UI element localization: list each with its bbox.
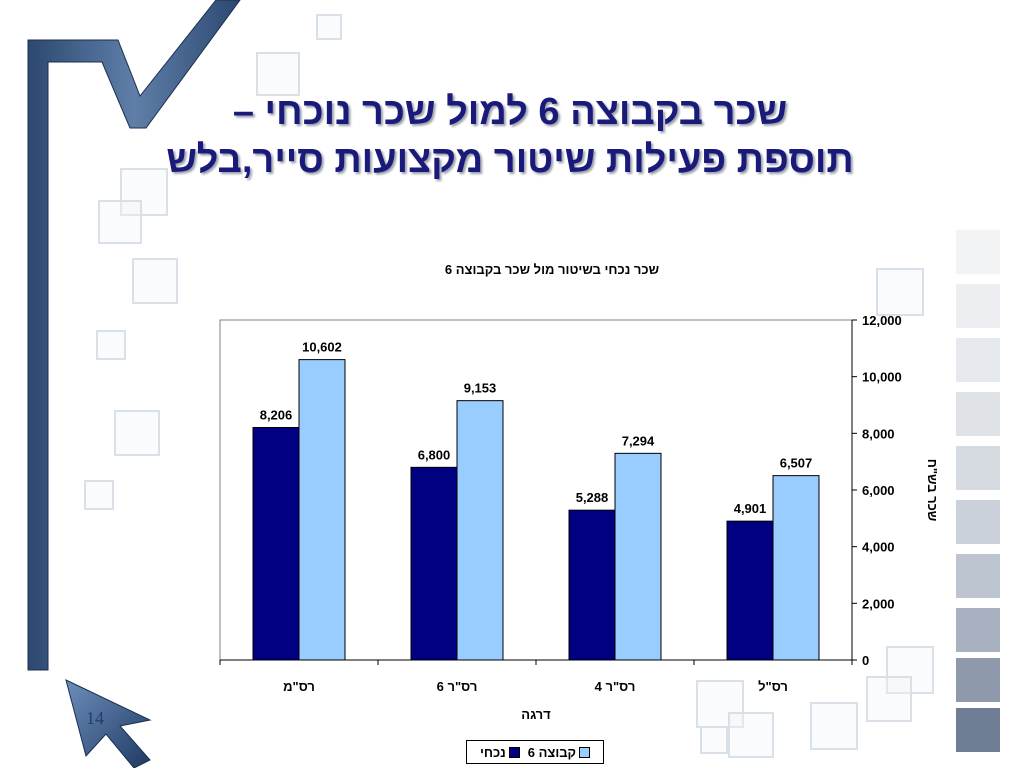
x-tick-label: רס"מ xyxy=(283,679,315,694)
y-tick-label: 4,000 xyxy=(862,540,895,555)
background-square xyxy=(876,268,924,316)
y-tick-label: 0 xyxy=(862,653,869,668)
y-tick-label: 6,000 xyxy=(862,483,895,498)
side-tile xyxy=(956,608,1000,652)
x-tick-label: רס"ר 4 xyxy=(595,679,636,694)
data-label: 5,288 xyxy=(576,490,609,505)
data-label: 4,901 xyxy=(734,501,767,516)
checkmark-frame-shape xyxy=(27,0,241,671)
side-tile xyxy=(956,284,1000,328)
background-square xyxy=(96,330,126,360)
legend-swatch-current xyxy=(508,746,520,758)
bar-current xyxy=(410,466,458,661)
background-square xyxy=(866,676,912,722)
slide-title-line-2: תוספת פעילות שיטור מקצועות סייר,בלש xyxy=(166,139,854,181)
bar-group6 xyxy=(772,475,820,661)
y-tick-label: 2,000 xyxy=(862,596,895,611)
background-square xyxy=(114,410,160,456)
data-label: 6,800 xyxy=(418,447,451,462)
y-tick-label: 10,000 xyxy=(862,370,902,385)
y-tick-label: 8,000 xyxy=(862,426,895,441)
side-tile xyxy=(956,230,1000,274)
side-tile xyxy=(956,500,1000,544)
background-square xyxy=(132,258,178,304)
slide-title-line-1: שכר בקבוצה 6 למול שכר נוכחי – xyxy=(232,91,788,133)
side-tile xyxy=(956,658,1000,702)
data-label: 6,507 xyxy=(780,456,813,471)
background-square xyxy=(256,52,300,96)
data-label: 10,602 xyxy=(302,340,342,355)
side-tile xyxy=(956,392,1000,436)
x-tick-label: רס"ר 6 xyxy=(437,679,478,694)
x-axis-title: דרגה xyxy=(521,707,551,722)
background-square xyxy=(316,14,342,40)
x-tick-label: רס"ל xyxy=(758,679,788,694)
y-tick-label: 12,000 xyxy=(862,313,902,328)
y-axis-title: שכר בש"ח xyxy=(925,459,940,522)
legend-label-current: נכחי xyxy=(479,744,506,760)
background-square xyxy=(700,726,728,754)
side-tile xyxy=(956,338,1000,382)
arrow-cursor-shape xyxy=(65,679,152,768)
background-square xyxy=(98,200,142,244)
bar-current xyxy=(726,520,774,661)
legend-label-group6: קבוצה 6 xyxy=(527,744,577,760)
legend-item-group6: קבוצה 6 xyxy=(527,744,591,760)
data-label: 9,153 xyxy=(464,381,497,396)
side-tile xyxy=(956,554,1000,598)
bar-current xyxy=(568,509,616,661)
legend-item-current: נכחי xyxy=(480,745,520,760)
legend-swatch-group6 xyxy=(579,746,591,758)
slide-title: שכר בקבוצה 6 למול שכר נוכחי – תוספת פעיל… xyxy=(140,88,880,184)
data-label: 8,206 xyxy=(260,407,293,422)
side-tile xyxy=(956,708,1000,752)
data-label: 7,294 xyxy=(622,433,655,448)
background-square xyxy=(120,168,168,216)
page-number: 14 xyxy=(86,708,104,728)
chart-title: שכר נכחי בשיטור מול שכר בקבוצה 6 xyxy=(445,262,659,277)
background-square xyxy=(84,480,114,510)
bar-group6 xyxy=(456,400,504,661)
background-square xyxy=(886,646,934,694)
background-square xyxy=(728,712,774,758)
bar-group6 xyxy=(614,452,662,661)
chart-legend: נכחי קבוצה 6 xyxy=(466,740,604,764)
bar-current xyxy=(252,426,300,661)
bar-group6 xyxy=(298,359,346,661)
background-square xyxy=(810,702,858,750)
background-square xyxy=(696,680,744,728)
side-tile xyxy=(956,446,1000,490)
